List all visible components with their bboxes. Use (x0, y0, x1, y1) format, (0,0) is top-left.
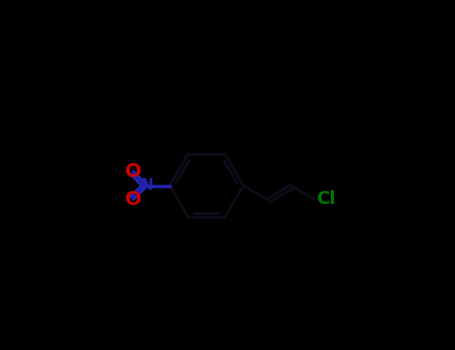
Text: O: O (125, 162, 142, 181)
Text: Cl: Cl (316, 190, 336, 208)
Text: N: N (141, 178, 153, 193)
Text: O: O (125, 190, 142, 209)
